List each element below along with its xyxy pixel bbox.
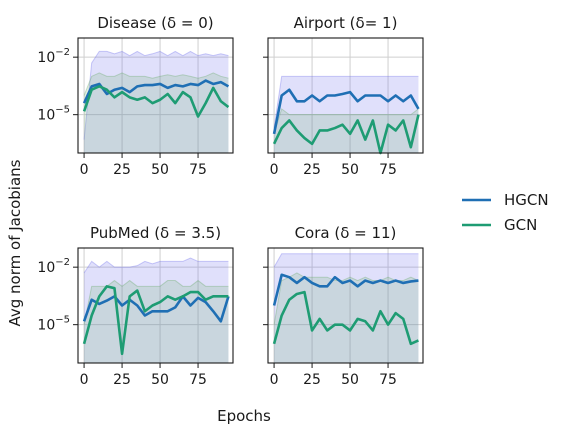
- x-tick-label: 25: [303, 162, 321, 178]
- series-line-gcn: [272, 114, 420, 155]
- x-axis-label: Epochs: [217, 407, 271, 425]
- band-edge-gcn: [273, 108, 419, 134]
- legend: HGCN GCN: [462, 191, 549, 234]
- y-tick-label: 10−5: [37, 315, 70, 334]
- axes-frame: [77, 247, 234, 364]
- x-tick-label: 75: [379, 162, 397, 178]
- x-tick-label: 25: [113, 372, 131, 388]
- x-tick-label: 50: [341, 372, 359, 388]
- series-line-hgcn: [82, 79, 230, 104]
- x-tick-label: 50: [151, 372, 169, 388]
- subplot-title: Disease (δ = 0): [97, 14, 213, 32]
- subplot-2: Airport (δ= 1) 0 25 50 75: [263, 14, 424, 178]
- x-tick-label: 0: [80, 372, 89, 388]
- series-line-gcn: [82, 285, 229, 356]
- axes-frame: [77, 37, 234, 154]
- band-edge-hgcn: [83, 257, 229, 274]
- legend-label-gcn: GCN: [504, 216, 537, 234]
- series-line-gcn: [82, 85, 230, 118]
- x-tick-label: 75: [189, 162, 207, 178]
- x-tick-label: 75: [189, 372, 207, 388]
- band-gcn: [84, 280, 229, 363]
- x-tick-label: 25: [113, 162, 131, 178]
- band-gcn: [274, 272, 419, 363]
- series-line-hgcn: [82, 295, 230, 323]
- legend-label-hgcn: HGCN: [504, 191, 549, 209]
- subplot-title: PubMed (δ = 3.5): [90, 224, 221, 242]
- x-tick-label: 0: [270, 162, 279, 178]
- subplot-3: PubMed (δ = 3.5) 0 25 50 75 10−2 10−5: [37, 224, 234, 388]
- band-edge-hgcn: [273, 253, 419, 268]
- series-line-hgcn: [272, 88, 420, 135]
- y-tick-label: 10−2: [37, 47, 70, 66]
- band-edge-hgcn: [273, 75, 419, 129]
- axes-frame: [267, 37, 424, 154]
- subplot-title: Airport (δ= 1): [294, 14, 398, 32]
- subplot-4: Cora (δ = 11) 0 25 50 75: [263, 224, 424, 388]
- series-line-hgcn: [272, 273, 419, 306]
- axes-frame: [267, 247, 424, 364]
- y-tick-label: 10−5: [37, 105, 70, 124]
- series-line-gcn: [272, 290, 419, 346]
- x-tick-label: 50: [151, 162, 169, 178]
- x-tick-label: 75: [379, 372, 397, 388]
- y-axis-label: Avg norm of Jacobians: [6, 159, 24, 326]
- x-tick-label: 50: [341, 162, 359, 178]
- subplot-title: Cora (δ = 11): [295, 224, 397, 242]
- x-tick-label: 25: [303, 372, 321, 388]
- band-edge-hgcn: [83, 50, 229, 140]
- band-edge-gcn: [83, 72, 229, 96]
- x-tick-label: 0: [270, 372, 279, 388]
- subplot-1: Disease (δ = 0) 0 25 50 75 10−2 10−5: [37, 14, 234, 178]
- x-tick-label: 0: [80, 162, 89, 178]
- y-tick-label: 10−2: [37, 257, 70, 276]
